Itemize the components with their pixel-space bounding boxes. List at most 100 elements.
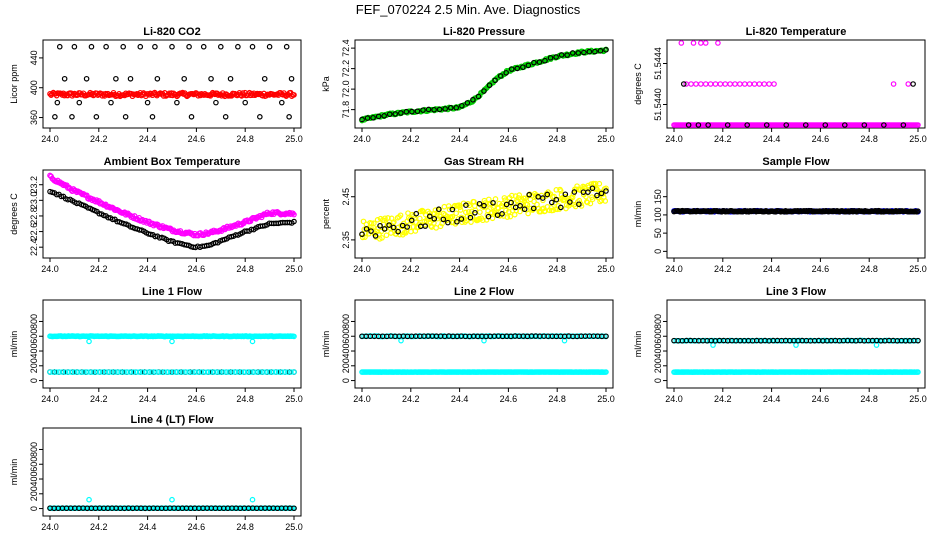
data-point bbox=[368, 228, 374, 234]
data-point bbox=[247, 369, 254, 375]
data-point bbox=[147, 231, 154, 238]
data-point bbox=[454, 218, 460, 225]
data-point bbox=[395, 228, 401, 235]
data-point bbox=[596, 180, 603, 187]
data-point bbox=[547, 55, 554, 61]
y-tick-label: 400 bbox=[341, 344, 351, 359]
data-point bbox=[59, 369, 66, 375]
data-point bbox=[558, 204, 564, 211]
x-tick-label: 24.0 bbox=[665, 394, 683, 404]
data-point bbox=[712, 81, 719, 87]
series-magenta bbox=[47, 172, 297, 239]
data-point bbox=[487, 200, 494, 207]
data-point bbox=[437, 223, 444, 230]
data-point bbox=[576, 201, 582, 208]
data-point bbox=[53, 191, 60, 198]
data-point bbox=[189, 369, 195, 375]
data-point bbox=[504, 214, 511, 220]
plot-frame bbox=[666, 39, 926, 129]
data-point bbox=[910, 81, 916, 87]
chart-panel: Ambient Box Temperature 24.0 24.2 24.4 24.6 2… bbox=[9, 156, 303, 274]
y-tick-label: 600 bbox=[653, 329, 663, 344]
y-tick-label: 0 bbox=[653, 378, 663, 383]
data-point bbox=[553, 54, 559, 60]
x-tick-label: 24.2 bbox=[90, 394, 108, 404]
data-point bbox=[525, 210, 531, 217]
data-point bbox=[722, 81, 729, 87]
data-point bbox=[569, 50, 576, 56]
data-point bbox=[257, 114, 263, 120]
data-point bbox=[278, 99, 285, 106]
data-point bbox=[85, 205, 91, 211]
data-point bbox=[195, 369, 202, 375]
data-point bbox=[464, 100, 471, 106]
data-point bbox=[499, 211, 505, 217]
y-tick-label: 22.6 bbox=[29, 223, 39, 241]
y-tick-label: 51.5440 bbox=[653, 88, 663, 121]
data-point bbox=[213, 369, 220, 375]
data-point bbox=[71, 369, 78, 375]
x-tick-label: 24.8 bbox=[236, 134, 254, 144]
y-tick-label: 150 bbox=[653, 189, 663, 204]
data-point bbox=[291, 505, 297, 512]
data-point bbox=[571, 189, 578, 195]
chart-panel: Line 4 (LT) Flow 24.0 24.2 24.4 24.6 24.8 25.0… bbox=[9, 414, 303, 532]
data-point bbox=[436, 106, 443, 113]
chart-title: Line 3 Flow bbox=[766, 286, 826, 298]
data-point bbox=[149, 114, 156, 120]
data-point bbox=[695, 122, 702, 128]
data-point bbox=[392, 111, 399, 117]
x-tick-label: 24.2 bbox=[90, 522, 108, 532]
x-tick-label: 24.6 bbox=[500, 134, 518, 144]
data-point bbox=[226, 369, 232, 375]
data-point bbox=[602, 198, 609, 204]
data-point bbox=[155, 369, 161, 375]
data-point bbox=[603, 47, 609, 53]
data-point bbox=[583, 193, 589, 200]
data-point bbox=[149, 369, 155, 375]
data-point bbox=[50, 369, 56, 375]
chart-title: Line 2 Flow bbox=[454, 286, 514, 298]
chart-panel: Li-820 Temperature 24.0 24.2 24.4 24.6 24.8 25… bbox=[633, 26, 927, 144]
data-point bbox=[413, 210, 420, 217]
data-point bbox=[705, 122, 711, 128]
chart-panel: Line 3 Flow 24.0 24.2 24.4 24.6 24.8 25.0 0 2004… bbox=[633, 286, 927, 404]
data-point bbox=[417, 215, 423, 222]
data-point bbox=[702, 81, 709, 87]
data-point bbox=[103, 43, 109, 50]
data-point bbox=[93, 114, 100, 120]
y-tick-label: 22.4 bbox=[29, 238, 39, 256]
series-black bbox=[359, 47, 609, 123]
data-point bbox=[756, 81, 763, 87]
data-point bbox=[286, 114, 292, 120]
data-point bbox=[291, 369, 297, 375]
data-point bbox=[472, 209, 478, 216]
data-point bbox=[526, 191, 532, 198]
x-tick-label: 25.0 bbox=[597, 134, 615, 144]
data-point bbox=[127, 369, 134, 375]
data-point bbox=[436, 206, 442, 213]
data-point bbox=[783, 122, 790, 128]
data-point bbox=[520, 64, 526, 70]
data-point bbox=[499, 203, 505, 210]
x-tick-label: 24.8 bbox=[860, 134, 878, 144]
y-tick-label: 400 bbox=[29, 344, 39, 359]
data-point bbox=[405, 210, 411, 216]
y-tick-label: 400 bbox=[29, 80, 39, 95]
data-point bbox=[915, 122, 921, 128]
x-tick-label: 25.0 bbox=[285, 394, 303, 404]
data-point bbox=[208, 75, 214, 82]
chart-title: Gas Stream RH bbox=[444, 156, 524, 168]
series-cyan-dips bbox=[710, 342, 880, 348]
data-point bbox=[446, 206, 453, 213]
data-point bbox=[521, 206, 528, 213]
data-point bbox=[360, 218, 367, 225]
data-point bbox=[536, 59, 543, 65]
data-point bbox=[531, 198, 537, 205]
x-tick-label: 24.4 bbox=[139, 522, 157, 532]
data-point bbox=[390, 224, 397, 231]
data-point bbox=[453, 104, 460, 111]
data-point bbox=[374, 217, 381, 223]
data-point bbox=[540, 197, 546, 204]
data-point bbox=[727, 81, 733, 87]
